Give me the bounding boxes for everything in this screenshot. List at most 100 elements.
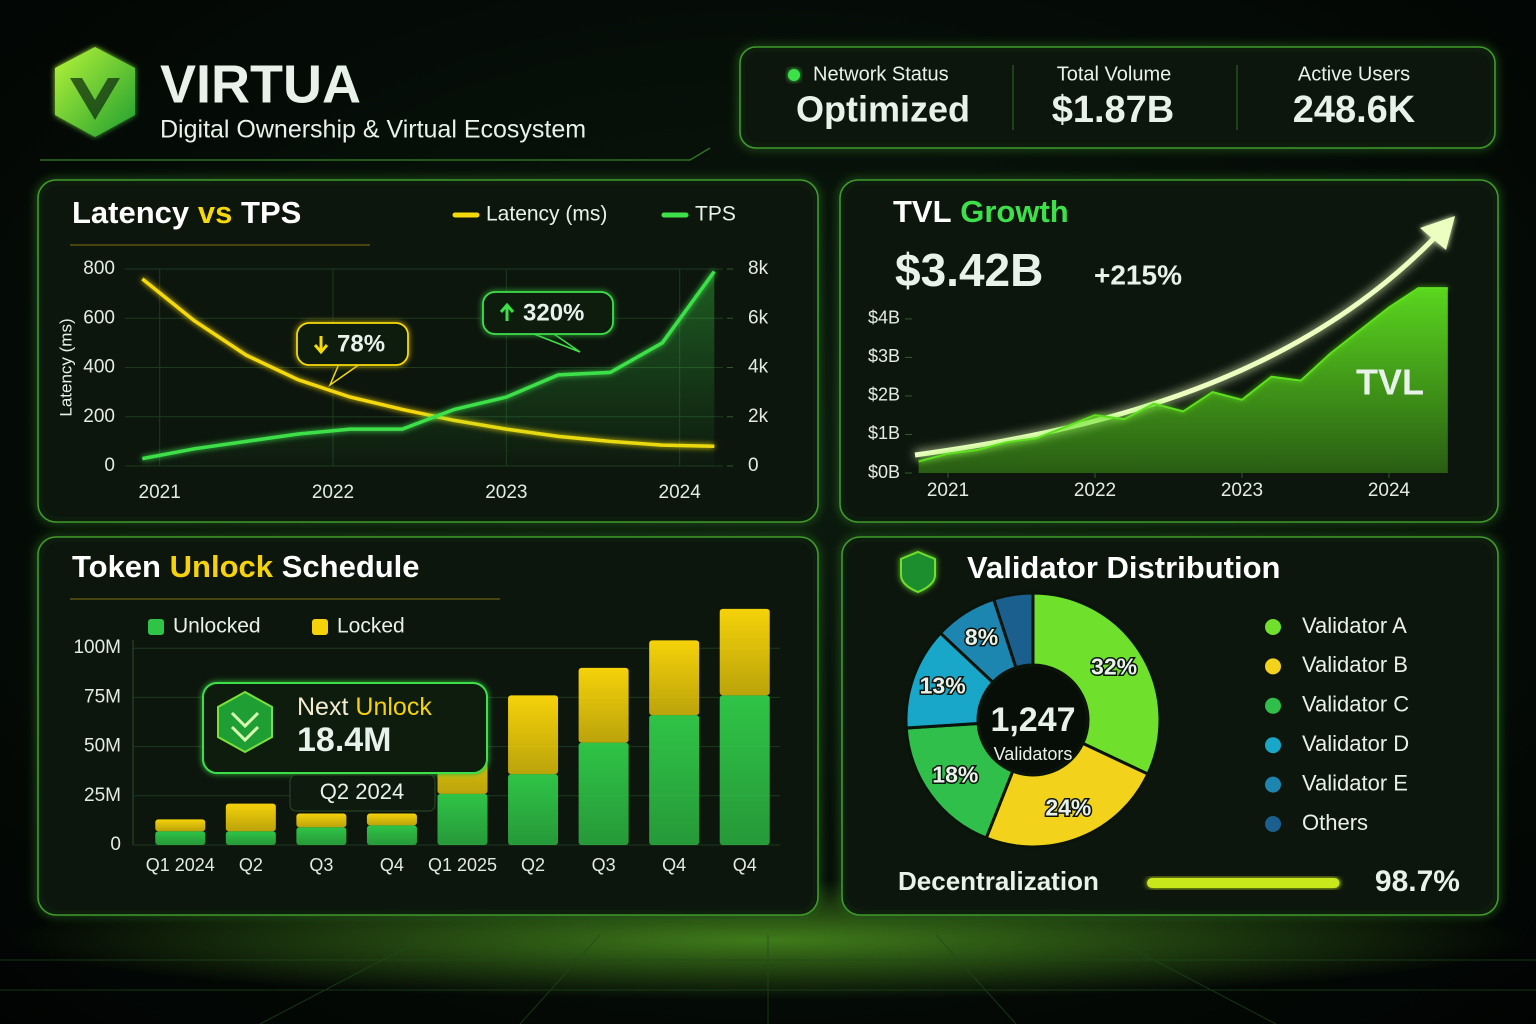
- callout-icon: [217, 690, 273, 754]
- x-tick-label: Q4: [380, 855, 404, 875]
- bar-segment: [155, 819, 206, 832]
- y-tick-label: $4B: [868, 308, 900, 328]
- x-tick-label: Q3: [309, 855, 333, 875]
- title-part: vs: [198, 195, 232, 230]
- legend-dot: [1265, 658, 1281, 675]
- trend-arrow-head: [1420, 216, 1455, 250]
- stat-label: Active Users: [1298, 63, 1410, 85]
- legend-dot: [1265, 816, 1281, 832]
- slice-label: 8%: [965, 624, 998, 650]
- headline: $3.42B: [895, 244, 1043, 296]
- legend-label: Validator E: [1302, 770, 1408, 795]
- legend-dot: [1265, 697, 1281, 714]
- legend-label: Others: [1302, 810, 1368, 835]
- annotation-tail: [328, 364, 359, 388]
- bar-segment: [508, 774, 559, 845]
- legend-label: TPS: [695, 203, 736, 226]
- y2-tick-label: 4k: [748, 357, 769, 378]
- legend-dot: [1265, 737, 1281, 754]
- legend-label: Validator B: [1302, 652, 1408, 677]
- bar-segment: [649, 715, 700, 845]
- title: Validator Distribution: [967, 550, 1280, 585]
- x-tick-label: 2024: [659, 482, 702, 503]
- annotation-text: 320%: [523, 299, 584, 326]
- center-label: Validators: [994, 744, 1073, 764]
- bar-segment: [719, 695, 770, 845]
- x-tick-label: 2024: [1368, 480, 1411, 501]
- y-tick-label: 50M: [84, 736, 121, 757]
- title-part: Schedule: [282, 549, 420, 584]
- y-tick-label: $3B: [868, 346, 900, 366]
- donut-hole: [980, 667, 1086, 773]
- bar-segment: [578, 667, 629, 743]
- legend-label: Validator C: [1302, 692, 1409, 717]
- x-tick-label: 2023: [1221, 480, 1263, 501]
- brand-title: VIRTUA: [160, 54, 361, 114]
- progress-bar: [1147, 878, 1340, 888]
- header-line: [40, 147, 711, 161]
- annotation-text: 78%: [337, 330, 385, 357]
- x-tick-label: Q1 2024: [146, 855, 215, 875]
- bar-segment: [508, 695, 559, 775]
- legend-label: Latency (ms): [486, 203, 607, 226]
- y2-tick-label: 8k: [748, 258, 769, 279]
- title-part: Growth: [960, 194, 1068, 229]
- callout-value: 18.4M: [297, 721, 392, 759]
- slice: [1031, 591, 1162, 777]
- x-tick-label: Q3: [592, 855, 616, 875]
- callout-icon-mark: [230, 711, 260, 743]
- x-tick-label: 2021: [927, 480, 969, 501]
- bar-segment: [437, 793, 488, 845]
- x-tick-label: Q2: [239, 855, 263, 875]
- brand-subtitle: Digital Ownership & Virtual Ecosystem: [160, 116, 586, 144]
- stat-value: Optimized: [796, 89, 970, 130]
- annotation-arrow: [313, 336, 329, 355]
- stats-box: [739, 46, 1496, 149]
- y2-tick-label: 6k: [748, 307, 769, 328]
- x-tick-label: Q4: [733, 855, 757, 875]
- title: TVL Growth: [893, 194, 1069, 229]
- legend-label: Validator D: [1302, 731, 1409, 756]
- trend-arrow: [914, 230, 1442, 458]
- slice-label: 18%: [932, 762, 978, 788]
- y2-tick-label: 0: [748, 455, 759, 476]
- annotation-tail: [533, 333, 581, 353]
- y-tick-label: 0: [104, 455, 115, 476]
- callout-title-part: Next: [297, 693, 348, 721]
- title-part: Latency: [72, 195, 190, 230]
- y-tick-label: $1B: [868, 423, 900, 443]
- legend-swatch: [312, 619, 328, 635]
- y-tick-label: 600: [83, 307, 115, 328]
- bar-segment: [296, 813, 347, 828]
- area-edge: [918, 287, 1448, 463]
- y-tick-label: 200: [83, 406, 115, 427]
- title-part: Token: [72, 549, 161, 584]
- bar-segment: [296, 827, 347, 845]
- bar-segment: [225, 831, 276, 845]
- callout-title-part: Unlock: [355, 693, 432, 721]
- slice: [984, 741, 1150, 849]
- annotation-arrow: [499, 302, 515, 321]
- slice-label: 32%: [1091, 654, 1137, 680]
- bar-segment: [225, 803, 276, 832]
- callout-box: [202, 682, 488, 774]
- legend-label: Locked: [337, 615, 405, 638]
- stat-value: $1.87B: [1052, 89, 1175, 131]
- series-line: [141, 270, 716, 461]
- stat-label: Network Status: [813, 63, 949, 85]
- annotation-box: [296, 322, 409, 366]
- area: [918, 288, 1448, 473]
- callout-title: Next Unlock: [297, 693, 432, 721]
- y-axis-label: Latency (ms): [56, 318, 75, 416]
- y-tick-label: 25M: [84, 785, 121, 806]
- x-tick-label: 2022: [1074, 480, 1116, 501]
- charts: Latency vs TPS 0 200 400 600 800 0 2k 4k 6k 8k 2021 20…: [56, 194, 1460, 898]
- y-tick-label: 0: [110, 834, 121, 855]
- bar-segment: [366, 825, 417, 845]
- title-part: TVL: [893, 194, 952, 229]
- x-tick-label: 2022: [312, 482, 354, 503]
- callout-period: Q2 2024: [320, 779, 404, 804]
- y-tick-label: 800: [83, 258, 115, 279]
- change: +215%: [1094, 259, 1182, 290]
- x-tick-label: Q4: [662, 855, 686, 875]
